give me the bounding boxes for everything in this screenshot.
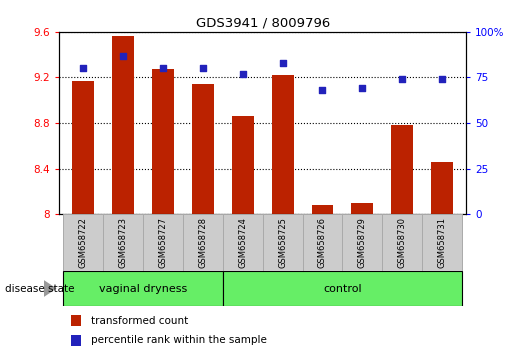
Text: GSM658730: GSM658730 xyxy=(398,217,407,268)
Title: GDS3941 / 8009796: GDS3941 / 8009796 xyxy=(196,16,330,29)
Point xyxy=(279,60,287,66)
Text: GSM658723: GSM658723 xyxy=(118,217,128,268)
Bar xyxy=(63,271,223,306)
Text: GSM658731: GSM658731 xyxy=(438,217,447,268)
Bar xyxy=(302,214,342,271)
Bar xyxy=(152,69,174,214)
Bar xyxy=(422,214,462,271)
Bar xyxy=(63,214,103,271)
Bar xyxy=(223,271,462,306)
Text: GSM658722: GSM658722 xyxy=(79,217,88,268)
Bar xyxy=(271,75,294,214)
Text: GSM658728: GSM658728 xyxy=(198,217,208,268)
Bar xyxy=(391,125,413,214)
Point xyxy=(318,87,327,93)
Bar xyxy=(223,214,263,271)
Point xyxy=(159,65,167,71)
Bar xyxy=(232,116,254,214)
Bar xyxy=(143,214,183,271)
Bar xyxy=(192,84,214,214)
Point xyxy=(438,76,447,82)
Bar xyxy=(382,214,422,271)
Text: percentile rank within the sample: percentile rank within the sample xyxy=(91,335,267,346)
Point xyxy=(119,53,127,58)
Text: vaginal dryness: vaginal dryness xyxy=(99,284,187,293)
Bar xyxy=(183,214,223,271)
Bar xyxy=(342,214,382,271)
Text: GSM658725: GSM658725 xyxy=(278,217,287,268)
Bar xyxy=(103,214,143,271)
Bar xyxy=(312,205,333,214)
Text: GSM658727: GSM658727 xyxy=(159,217,167,268)
Bar xyxy=(351,203,373,214)
Point xyxy=(358,86,367,91)
Text: GSM658724: GSM658724 xyxy=(238,217,247,268)
Point xyxy=(79,65,87,71)
Text: control: control xyxy=(323,284,362,293)
Bar xyxy=(112,36,134,214)
Point xyxy=(398,76,406,82)
Bar xyxy=(72,335,81,346)
Bar xyxy=(72,315,81,326)
Text: GSM658729: GSM658729 xyxy=(358,217,367,268)
Bar xyxy=(263,214,302,271)
Point xyxy=(238,71,247,76)
Bar xyxy=(431,162,453,214)
Point xyxy=(199,65,207,71)
Text: disease state: disease state xyxy=(5,284,75,293)
Bar xyxy=(72,81,94,214)
Text: GSM658726: GSM658726 xyxy=(318,217,327,268)
Text: transformed count: transformed count xyxy=(91,316,188,326)
Polygon shape xyxy=(44,280,57,297)
